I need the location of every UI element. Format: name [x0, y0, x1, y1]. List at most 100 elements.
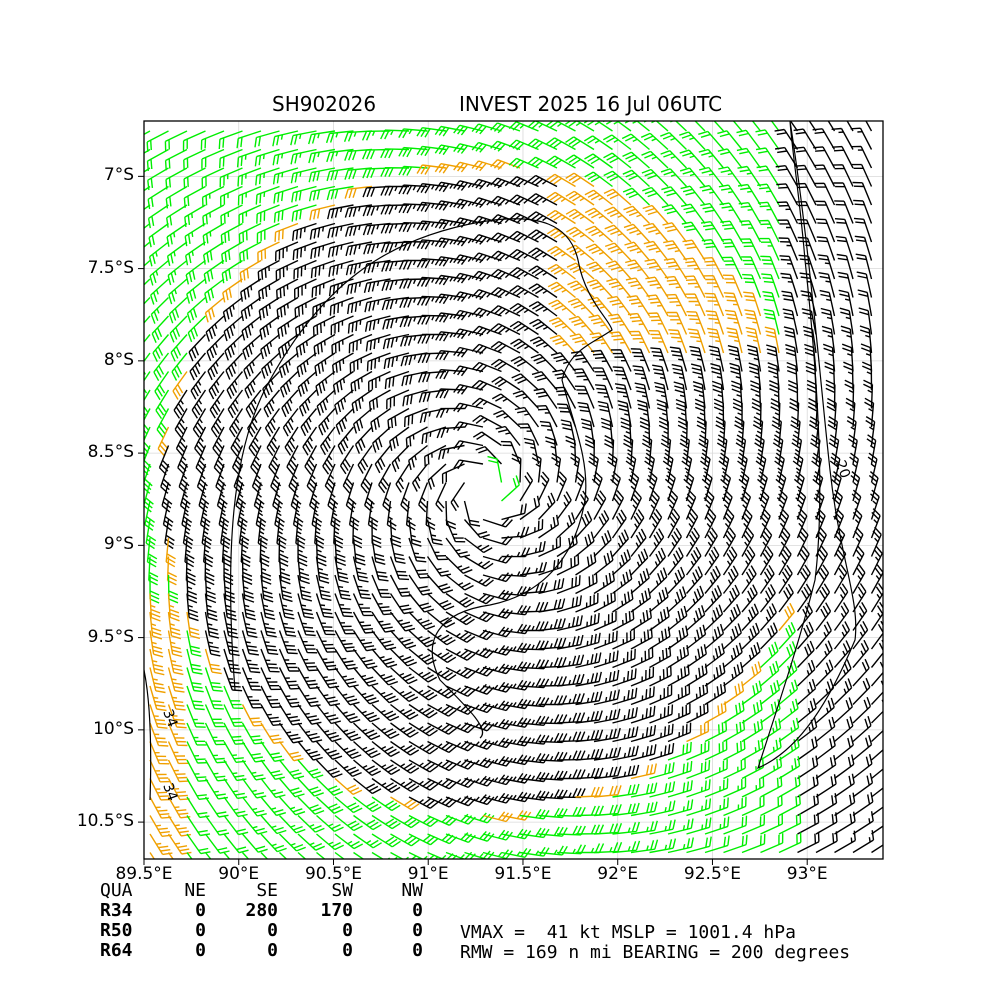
wind-barb: [815, 602, 832, 631]
wind-barb: [297, 370, 317, 397]
header-sw: SW: [331, 880, 353, 901]
wind-barb: [427, 611, 456, 628]
wind-barb: [770, 398, 781, 428]
wind-barb: [626, 295, 651, 317]
wind-barb: [471, 397, 502, 410]
wind-barb: [741, 757, 764, 780]
wind-barb: [509, 266, 539, 280]
wind-barb: [241, 685, 263, 709]
wind-barb: [593, 669, 620, 687]
wind-barb: [704, 565, 721, 594]
wind-barb: [315, 593, 334, 619]
wind-barb: [799, 272, 817, 298]
wind-barb: [276, 278, 299, 300]
wind-barb: [334, 833, 364, 850]
wind-barb: [186, 648, 203, 675]
wind-barb: [630, 647, 654, 669]
wind-barb: [760, 680, 781, 706]
cell-ne: 0: [195, 900, 206, 921]
wind-barb: [527, 229, 558, 243]
wind-barb: [254, 130, 280, 148]
longitude-tick-label: 91.5°E: [494, 864, 552, 884]
wind-barb: [575, 805, 604, 817]
wind-barb: [644, 452, 655, 483]
wind-barb: [398, 203, 428, 214]
wind-barb: [741, 814, 766, 835]
wind-barb: [622, 187, 650, 206]
wind-barb: [854, 235, 873, 261]
wind-barb: [337, 426, 355, 455]
wind-barb: [630, 607, 652, 632]
wind-barb: [719, 202, 743, 224]
wind-barb: [508, 157, 539, 169]
wind-barb: [862, 361, 873, 391]
wind-barb: [194, 426, 207, 457]
wind-barb: [852, 792, 874, 817]
wind-barb: [238, 222, 262, 244]
wind-barb: [692, 381, 706, 409]
wind-barb: [352, 667, 379, 687]
wind-barb: [493, 409, 521, 428]
wind-barb: [612, 569, 633, 595]
wind-barb: [743, 291, 762, 317]
wind-barb: [220, 185, 243, 207]
storm-name-date-title: INVEST 2025 16 Jul 06UTC: [459, 92, 723, 116]
wind-barb: [740, 489, 752, 520]
wind-barb: [334, 611, 356, 635]
wind-barb: [851, 489, 862, 520]
wind-barb: [220, 222, 243, 245]
wind-barb: [398, 222, 428, 233]
wind-barb: [223, 685, 244, 709]
wind-barb: [575, 652, 602, 669]
wind-barb: [382, 482, 392, 513]
wind-barb: [649, 665, 672, 687]
wind-barb: [537, 471, 550, 502]
wind-barb: [680, 203, 706, 224]
wind-barb: [547, 281, 576, 299]
wind-barb: [257, 259, 280, 282]
wind-barb: [560, 419, 577, 446]
wind-barb: [649, 762, 675, 780]
wind-barb: [186, 759, 209, 782]
wind-barb: [390, 685, 419, 703]
wind-barb: [243, 352, 262, 380]
wind-barb: [260, 630, 279, 655]
wind-barb: [796, 564, 811, 594]
wind-barb: [426, 519, 443, 546]
wind-barb: [408, 796, 439, 809]
wind-barb: [600, 417, 614, 446]
wind-barb: [527, 211, 558, 225]
wind-barb: [815, 754, 837, 780]
wind-barb: [434, 293, 465, 305]
wind-barb: [575, 572, 598, 595]
vmax-mslp-summary: VMAX = 41 kt MSLP = 1001.4 hPa: [460, 922, 796, 943]
wind-barb: [223, 556, 234, 586]
wind-barb: [704, 739, 728, 761]
row-label: R34: [100, 900, 133, 921]
wind-barb: [707, 327, 725, 354]
wind-barb: [593, 689, 620, 706]
wind-barb: [536, 405, 558, 428]
wind-barb: [871, 749, 883, 761]
wind-barb: [667, 625, 689, 650]
wind-barb: [352, 630, 377, 652]
wind-barb: [149, 611, 163, 640]
wind-barb: [664, 275, 688, 298]
wind-barb: [603, 188, 632, 206]
wind-barb: [256, 222, 280, 244]
wind-barb: [550, 352, 577, 372]
wind-barb: [870, 601, 883, 631]
wind-barb: [611, 509, 627, 539]
wind-barb: [149, 259, 169, 286]
wind-barb: [797, 793, 819, 817]
wind-barb: [741, 256, 762, 280]
wind-barb: [648, 508, 663, 539]
wind-contour-line: [144, 669, 152, 801]
wind-barb: [334, 704, 361, 724]
wind-barb: [380, 241, 410, 253]
wind-barb: [201, 519, 212, 550]
wind-barb: [620, 417, 632, 446]
wind-barb: [290, 130, 317, 146]
wind-barb: [511, 373, 539, 391]
